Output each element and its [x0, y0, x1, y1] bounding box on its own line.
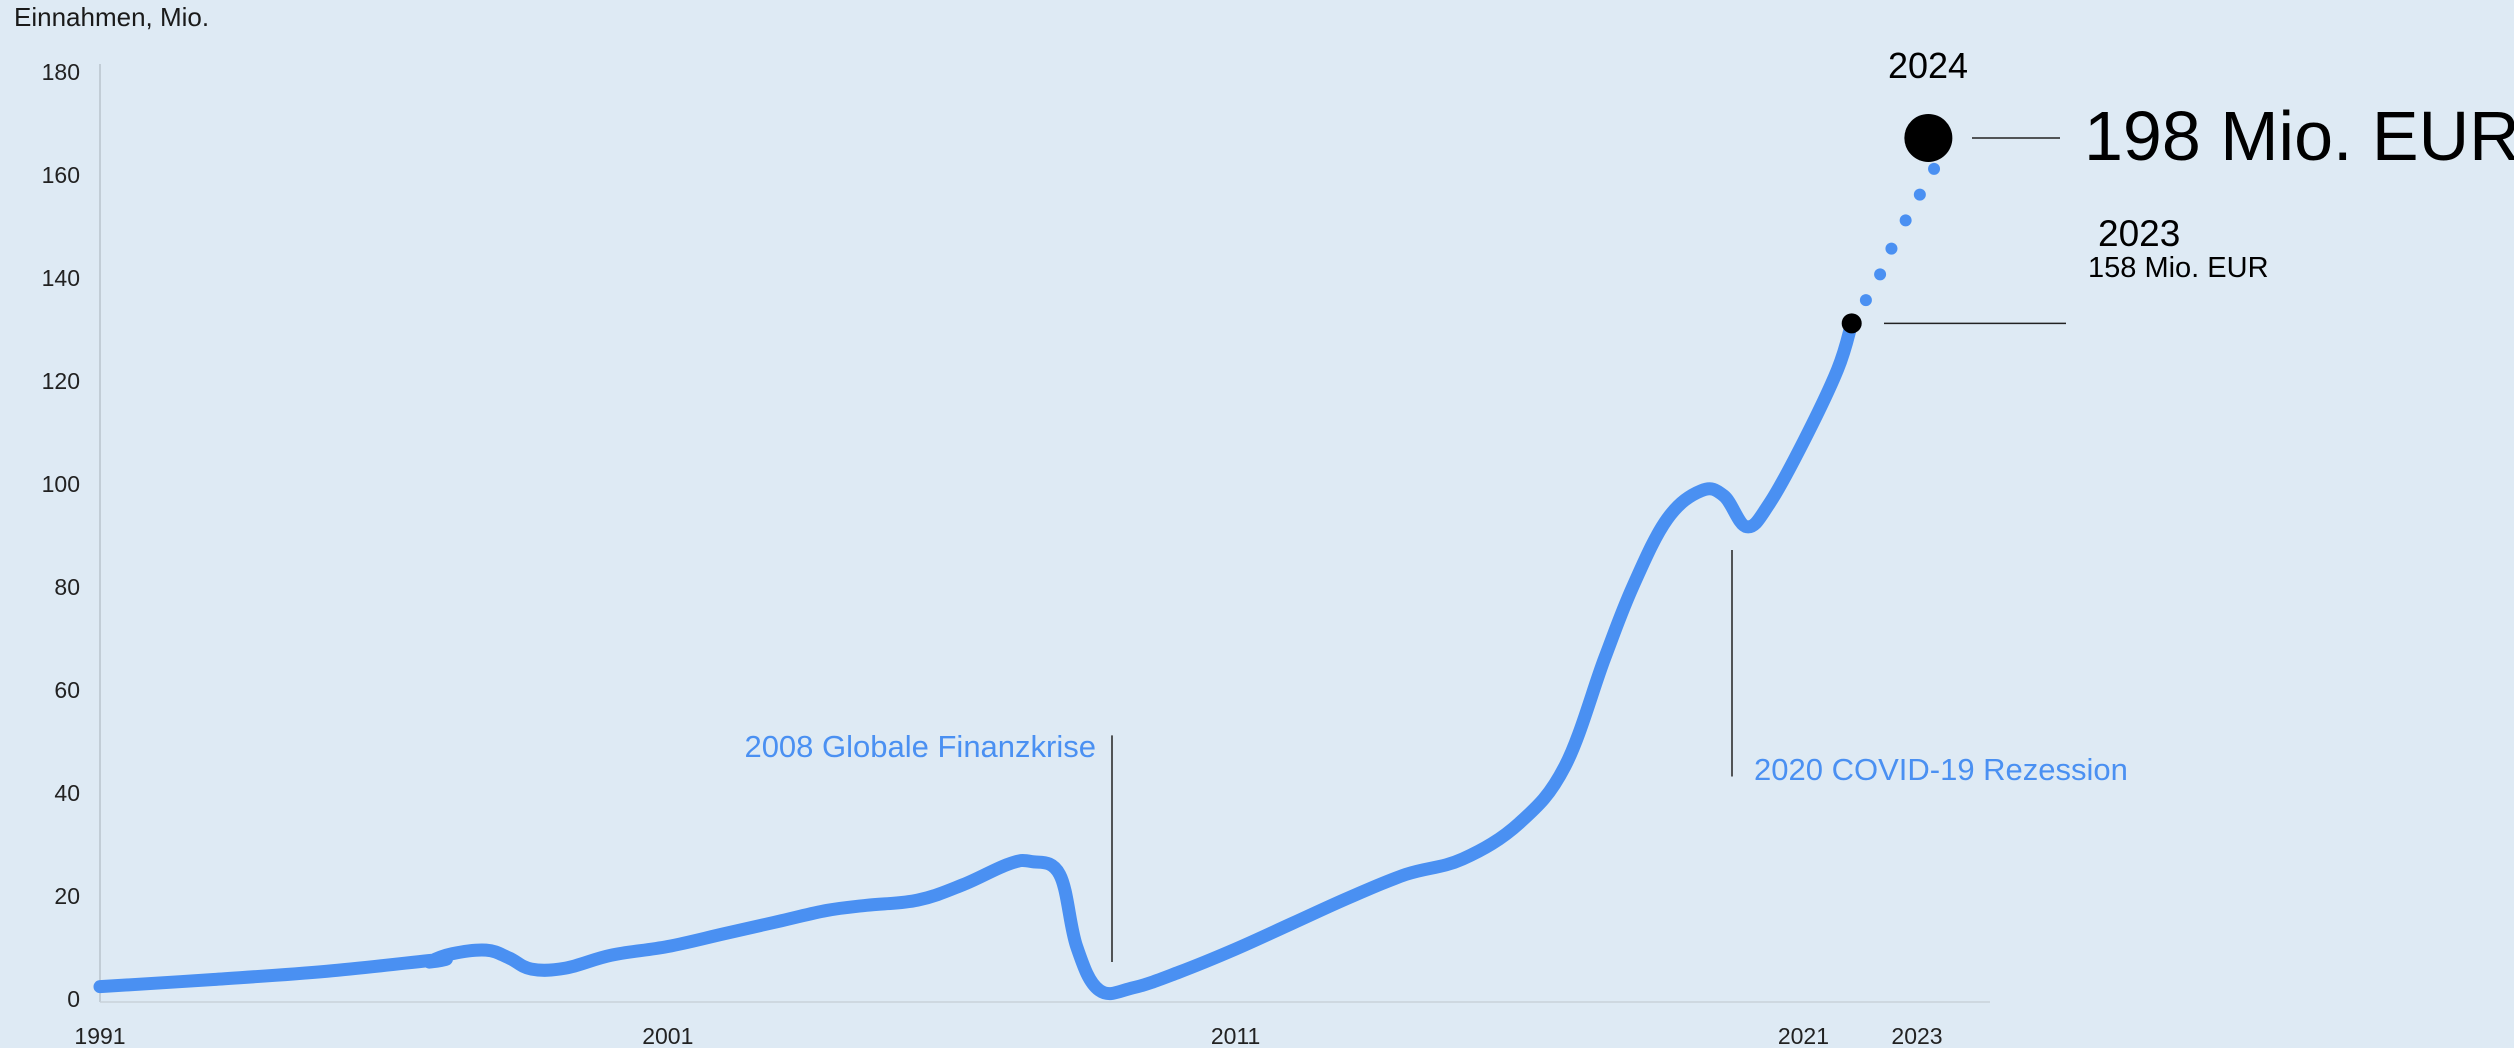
label-year-2023: 2023 — [2098, 213, 2180, 254]
annotation-finanzkrise: 2008 Globale Finanzkrise — [744, 729, 1096, 764]
y-tick-label: 60 — [54, 677, 80, 703]
y-tick-label: 40 — [54, 780, 80, 806]
x-tick-label: 1991 — [74, 1023, 125, 1048]
projection-dot — [1874, 268, 1887, 281]
y-tick-label: 0 — [67, 986, 80, 1012]
y-tick-label: 140 — [42, 265, 80, 291]
y-tick-label: 120 — [42, 368, 80, 394]
x-tick-label: 2001 — [642, 1023, 693, 1048]
x-tick-label: 2021 — [1778, 1023, 1829, 1048]
projection-dot — [1928, 162, 1941, 175]
y-tick-label: 180 — [42, 59, 80, 85]
y-tick-label: 160 — [42, 162, 80, 188]
label-value-2023: 158 Mio. EUR — [2088, 252, 2269, 284]
label-value-2024: 198 Mio. EUR — [2084, 97, 2514, 175]
projection-dot — [1899, 214, 1912, 227]
revenue-line — [93, 316, 1859, 1001]
y-tick-label: 80 — [54, 574, 80, 600]
projection-dot — [1913, 188, 1926, 201]
marker-2023 — [1841, 313, 1862, 334]
label-year-2024: 2024 — [1888, 45, 1968, 86]
x-tick-label: 2011 — [1211, 1023, 1260, 1048]
projection-dot — [1885, 242, 1898, 255]
x-tick-label: 2023 — [1891, 1023, 1942, 1048]
annotation-covid: 2020 COVID-19 Rezession — [1754, 752, 2128, 787]
y-tick-label: 20 — [54, 883, 80, 909]
marker-2024 — [1904, 113, 1953, 162]
y-axis-title: Einnahmen, Mio. — [14, 2, 210, 32]
y-tick-label: 100 — [42, 471, 80, 497]
projection-dot — [1859, 294, 1872, 307]
